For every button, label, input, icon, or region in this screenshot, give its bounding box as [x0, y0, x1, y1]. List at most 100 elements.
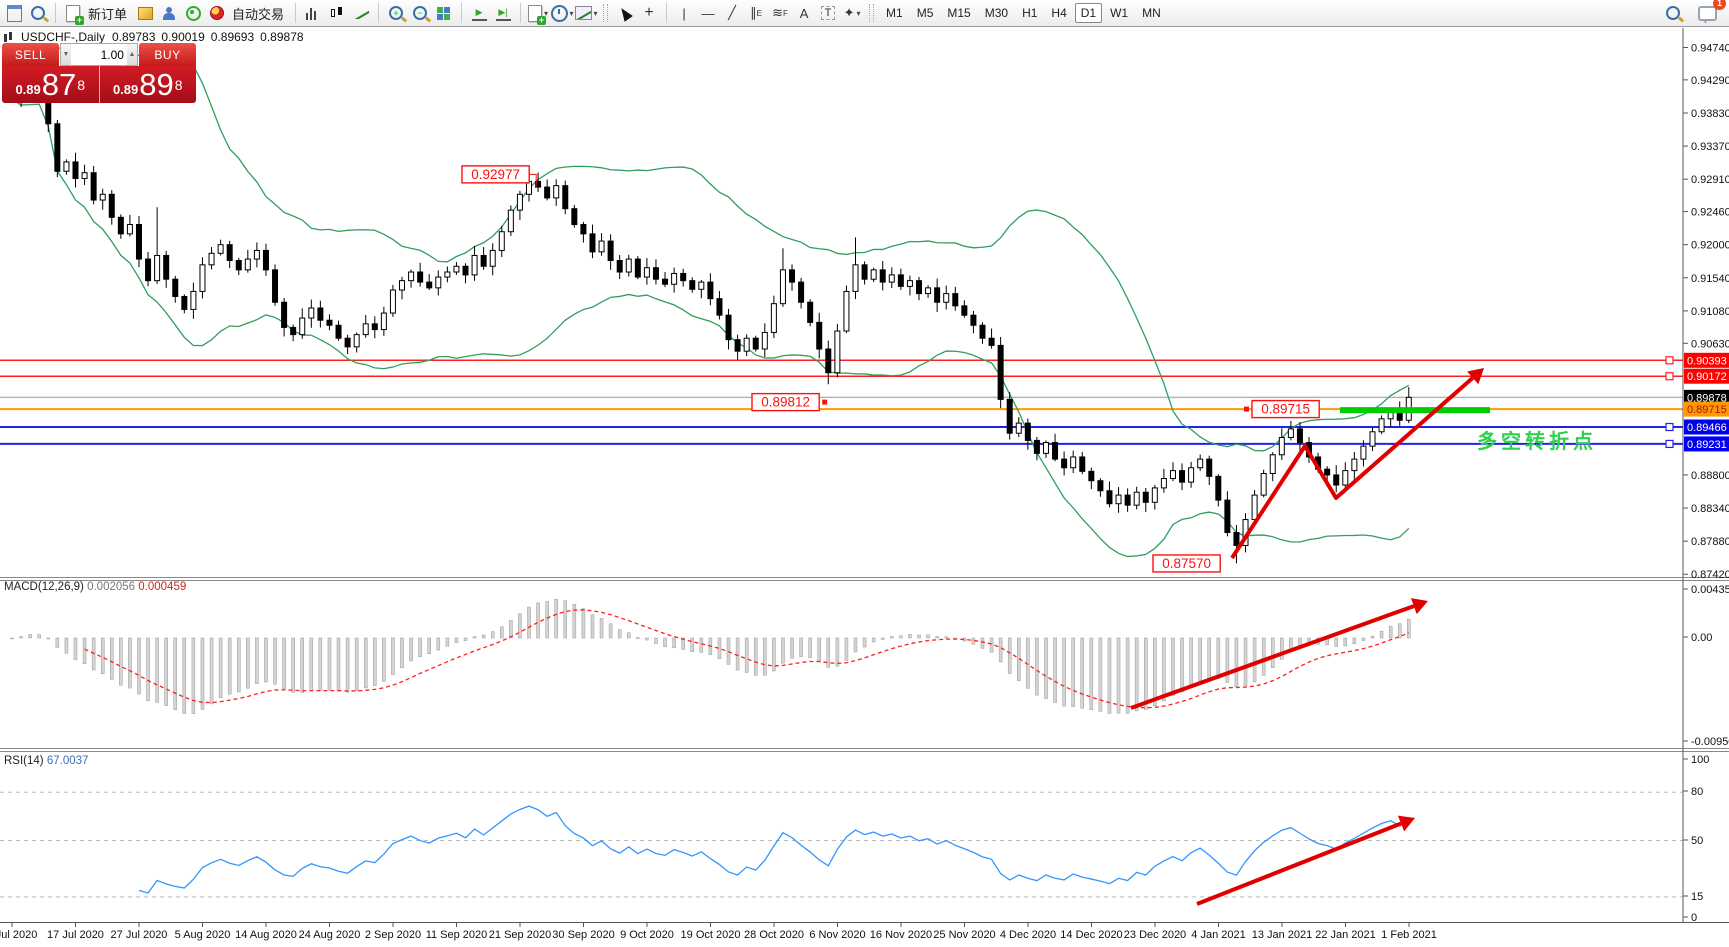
candle-body [1097, 480, 1104, 492]
timeframe-button-m30[interactable]: M30 [984, 6, 1009, 20]
candle-body [680, 272, 687, 282]
timeframe-button-h4[interactable]: H4 [1051, 6, 1067, 20]
horizontal-line-tool-icon[interactable]: — [701, 5, 715, 21]
macd-histogram-bar [327, 637, 332, 691]
timeframe-button-m5[interactable]: M5 [916, 6, 934, 20]
level-drag-handle[interactable] [1665, 422, 1674, 432]
label-tool-icon[interactable]: T [816, 2, 840, 24]
level-drag-handle[interactable] [1665, 372, 1674, 381]
candlestick-chart-icon[interactable] [325, 2, 349, 24]
macd-histogram-bar [436, 637, 441, 651]
candle-body [789, 269, 796, 283]
print-preview-icon[interactable] [26, 2, 50, 24]
profile-icon[interactable] [157, 2, 181, 24]
candle-body [1206, 458, 1213, 477]
level-drag-handle[interactable] [1665, 439, 1674, 449]
macd-histogram-bar [336, 637, 341, 692]
macd-histogram-bar [137, 637, 141, 695]
macd-histogram-bar [1062, 637, 1066, 707]
volume-decrease-button[interactable]: ▼ [61, 44, 72, 65]
date-label: 21 Sep 2020 [489, 929, 551, 941]
channel-tool-icon[interactable]: ∥ E [750, 5, 762, 20]
buy-price[interactable]: 0.89 89 8 [112, 67, 183, 102]
auto-scroll-icon[interactable]: ▶ [467, 2, 491, 24]
macd-trend-arrow[interactable] [1130, 604, 1415, 710]
template-icon[interactable]: ▾ [574, 2, 598, 24]
macd-histogram-bar [862, 637, 867, 648]
price-badge [1684, 436, 1729, 452]
new-order-icon[interactable]: + [61, 2, 85, 25]
text-tool-icon[interactable]: A [799, 5, 809, 21]
webterminal-icon[interactable] [181, 2, 205, 24]
price-marker-box[interactable] [1152, 554, 1221, 573]
date-label: 30 Sep 2020 [552, 929, 614, 941]
candle-body [970, 314, 977, 326]
chart-window-icon[interactable] [2, 2, 26, 24]
new-chart-icon[interactable]: + ▾ [526, 2, 550, 25]
shapes-tool-icon[interactable]: ✦ ▾ [843, 5, 861, 20]
new-order-label[interactable]: 新订单 [88, 6, 128, 22]
bar-chart-icon[interactable] [301, 2, 325, 24]
level-drag-handle[interactable] [1665, 356, 1674, 365]
timeframe-button-m15[interactable]: M15 [947, 6, 971, 20]
marker-anchor[interactable] [1244, 406, 1249, 412]
macd-signal-line [84, 609, 1410, 709]
date-label: 23 Dec 2020 [1124, 929, 1186, 941]
timeframe-button-h1[interactable]: H1 [1022, 6, 1038, 20]
period-icon[interactable]: ▾ [550, 2, 574, 24]
macd-histogram-bar [989, 637, 994, 653]
tile-windows-icon[interactable] [432, 2, 456, 24]
macd-histogram-bar [110, 637, 114, 680]
price-axis-label: 0.88340 [1691, 503, 1729, 515]
zoom-in-icon[interactable]: + [384, 2, 408, 24]
timeframe-button-d1[interactable]: D1 [1074, 3, 1103, 23]
price-marker-box[interactable] [1251, 399, 1320, 419]
price-axis-label: 0.92910 [1691, 174, 1729, 186]
candle-body [1133, 491, 1140, 506]
search-icon[interactable] [1661, 2, 1685, 24]
trendline-tool-icon[interactable]: ╱ [728, 5, 736, 20]
crosshair-tool-icon[interactable]: + [644, 4, 654, 21]
macd-histogram-bar [590, 614, 595, 639]
macd-histogram-bar [1044, 637, 1048, 699]
zoom-out-icon[interactable]: − [408, 2, 432, 24]
fibonacci-tool-icon[interactable]: ≋ F [772, 5, 788, 20]
timeframe-button-mn[interactable]: MN [1142, 6, 1161, 20]
candle-body [226, 244, 233, 262]
macd-histogram-bar [545, 601, 549, 639]
candle-body [516, 193, 523, 211]
volume-input[interactable] [71, 44, 127, 65]
macd-histogram-bar [500, 626, 504, 639]
candle-body [562, 185, 569, 210]
sell-button[interactable]: SELL [2, 43, 59, 66]
candle-body [997, 344, 1004, 400]
sell-price[interactable]: 0.89 87 8 [2, 66, 100, 103]
candle-body [253, 249, 260, 260]
rsi-trend-arrow[interactable] [1196, 821, 1402, 906]
macd-histogram-bar [998, 637, 1003, 663]
vertical-line-tool-icon[interactable]: | [682, 5, 686, 21]
marker-anchor[interactable] [822, 399, 828, 405]
notifications-icon[interactable]: 1 [1695, 0, 1726, 24]
timeframe-button-m1[interactable]: M1 [886, 6, 903, 20]
candle-body [389, 289, 396, 314]
price-trend-arrow-head [1467, 368, 1484, 385]
timeframe-button-w1[interactable]: W1 [1110, 6, 1129, 20]
macd-histogram-bar [128, 637, 132, 689]
price-marker-box[interactable] [751, 392, 820, 412]
macd-panel [10, 598, 1411, 714]
autotrading-label[interactable]: 自动交易 [232, 6, 285, 22]
macd-histogram-bar [572, 604, 577, 639]
candle-body [1333, 474, 1340, 486]
price-trend-arrow[interactable] [1230, 376, 1475, 560]
history-center-icon[interactable] [133, 2, 157, 24]
macd-histogram-bar [917, 634, 921, 639]
autotrading-icon[interactable] [205, 2, 229, 24]
macd-histogram-bar [191, 637, 196, 714]
volume-increase-button[interactable]: ▲ [126, 44, 137, 65]
candle-body [1369, 431, 1376, 447]
chart-shift-icon[interactable]: ▶| [491, 2, 515, 24]
buy-button[interactable]: BUY [139, 43, 196, 66]
rsi-line [138, 805, 1410, 894]
